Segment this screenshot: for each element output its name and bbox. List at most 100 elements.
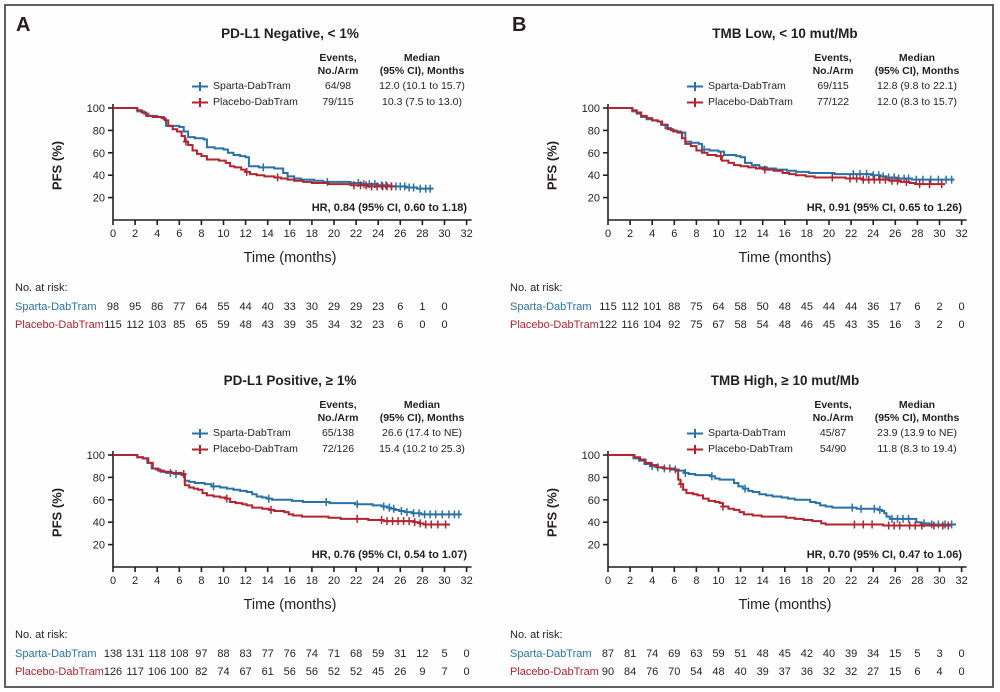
risk-count: 23 [372,319,385,331]
risk-count: 23 [372,301,385,313]
risk-row-sparta: Sparta-DabTram 138 131 118 108 97 88 83 77 76 74 71… [9,648,501,662]
risk-count: 56 [283,666,296,678]
figure-frame: A B PD-L1 Negative, < 1% Events, No./Arm… [4,4,994,688]
risk-count: 83 [239,648,252,660]
risk-count: 92 [668,319,681,331]
legend-row-sparta: Sparta-DabTram 45/87 23.9 (13.9 to NE) [686,427,986,440]
risk-count: 74 [217,666,230,678]
svg-text:40: 40 [93,170,105,182]
risk-count: 0 [441,319,448,331]
plot-title: PD-L1 Negative, < 1% [221,26,359,41]
svg-text:14: 14 [757,575,769,587]
svg-text:2: 2 [132,228,138,240]
series-events: 45/87 [819,427,847,440]
series-events: 72/126 [321,443,355,456]
risk-count: 64 [195,301,208,313]
svg-text:28: 28 [911,575,923,587]
risk-count: 39 [283,319,296,331]
risk-count: 12 [416,648,429,660]
risk-count: 52 [349,666,363,678]
svg-text:40: 40 [588,170,600,182]
svg-text:18: 18 [306,575,318,587]
risk-count: 59 [712,648,725,660]
series-name: Placebo-DabTram [708,96,793,109]
risk-count: 98 [106,301,120,313]
svg-text:28: 28 [416,228,428,240]
risk-count: 37 [778,666,791,678]
svg-text:12: 12 [239,228,251,240]
risk-count: 77 [261,648,274,660]
svg-text:4: 4 [649,575,655,587]
svg-text:2: 2 [627,228,633,240]
risk-count: 81 [623,648,637,660]
sparta-censor-plus-icon [686,81,708,92]
risk-count: 35 [867,319,880,331]
risk-count: 0 [958,648,965,660]
risk-row-placebo: Placebo-DabTram 115 112 103 85 65 59 48 43 39 35 34… [9,319,501,333]
svg-text:12: 12 [734,228,746,240]
risk-count: 34 [867,648,880,660]
risk-count: 70 [668,666,681,678]
legend-row-placebo: Placebo-DabTram 79/115 10.3 (7.5 to 13.0… [191,96,491,109]
risk-count: 32 [822,666,836,678]
risk-count: 45 [372,666,385,678]
risk-count: 6 [914,301,921,313]
series-median: 10.3 (7.5 to 13.0) [382,96,462,109]
svg-text:24: 24 [867,575,879,587]
series-name: Placebo-DabTram [213,96,298,109]
series-name: Sparta-DabTram [213,427,291,440]
risk-count: 44 [844,301,858,313]
risk-count: 32 [844,666,858,678]
svg-text:26: 26 [394,228,406,240]
svg-text:32: 32 [955,228,967,240]
svg-text:26: 26 [394,575,406,587]
risk-count: 6 [397,319,404,331]
svg-text:40: 40 [588,517,600,529]
svg-text:16: 16 [779,228,791,240]
series-name: Sparta-DabTram [708,80,786,93]
risk-count: 88 [217,648,230,660]
series-name: Sparta-DabTram [708,427,786,440]
legend-row-placebo: Placebo-DabTram 77/122 12.0 (8.3 to 15.7… [686,96,986,109]
risk-count: 36 [800,666,814,678]
placebo-censor-plus-icon [686,444,708,455]
risk-count: 95 [128,301,142,313]
risk-count: 40 [734,666,747,678]
risk-count: 0 [958,666,965,678]
svg-text:6: 6 [176,575,182,587]
risk-count: 87 [601,648,615,660]
legend-header-median: Median (95% CI), Months [379,52,465,77]
svg-text:22: 22 [350,228,362,240]
svg-text:18: 18 [801,228,813,240]
risk-count: 33 [283,301,296,313]
hazard-ratio-note: HR, 0.76 (95% CI, 0.54 to 1.07) [311,549,467,561]
svg-text:22: 22 [845,575,857,587]
series-median: 12.8 (9.8 to 22.1) [877,80,957,93]
risk-count: 6 [397,301,404,313]
risk-count: 85 [173,319,186,331]
svg-text:14: 14 [757,228,769,240]
series-name: Placebo-DabTram [213,443,298,456]
series-events: 69/115 [817,80,849,93]
risk-table-title: No. at risk: [15,629,68,641]
svg-text:22: 22 [350,575,362,587]
risk-count: 122 [598,319,618,331]
svg-text:60: 60 [588,495,600,507]
risk-count: 112 [126,319,144,331]
risk-count: 34 [327,319,341,331]
risk-count: 40 [822,648,836,660]
svg-text:100: 100 [582,103,600,115]
svg-text:20: 20 [328,228,340,240]
svg-text:20: 20 [588,193,600,205]
placebo-censor-plus-icon [686,97,708,108]
risk-count: 2 [936,319,943,331]
svg-text:32: 32 [955,575,967,587]
risk-count: 29 [349,301,363,313]
svg-text:4: 4 [154,228,160,240]
risk-count: 0 [463,666,470,678]
risk-count: 86 [151,301,164,313]
risk-count: 35 [305,319,319,331]
risk-count: 67 [239,666,252,678]
legend: Events, No./Arm Median (95% CI), Months … [686,399,986,456]
